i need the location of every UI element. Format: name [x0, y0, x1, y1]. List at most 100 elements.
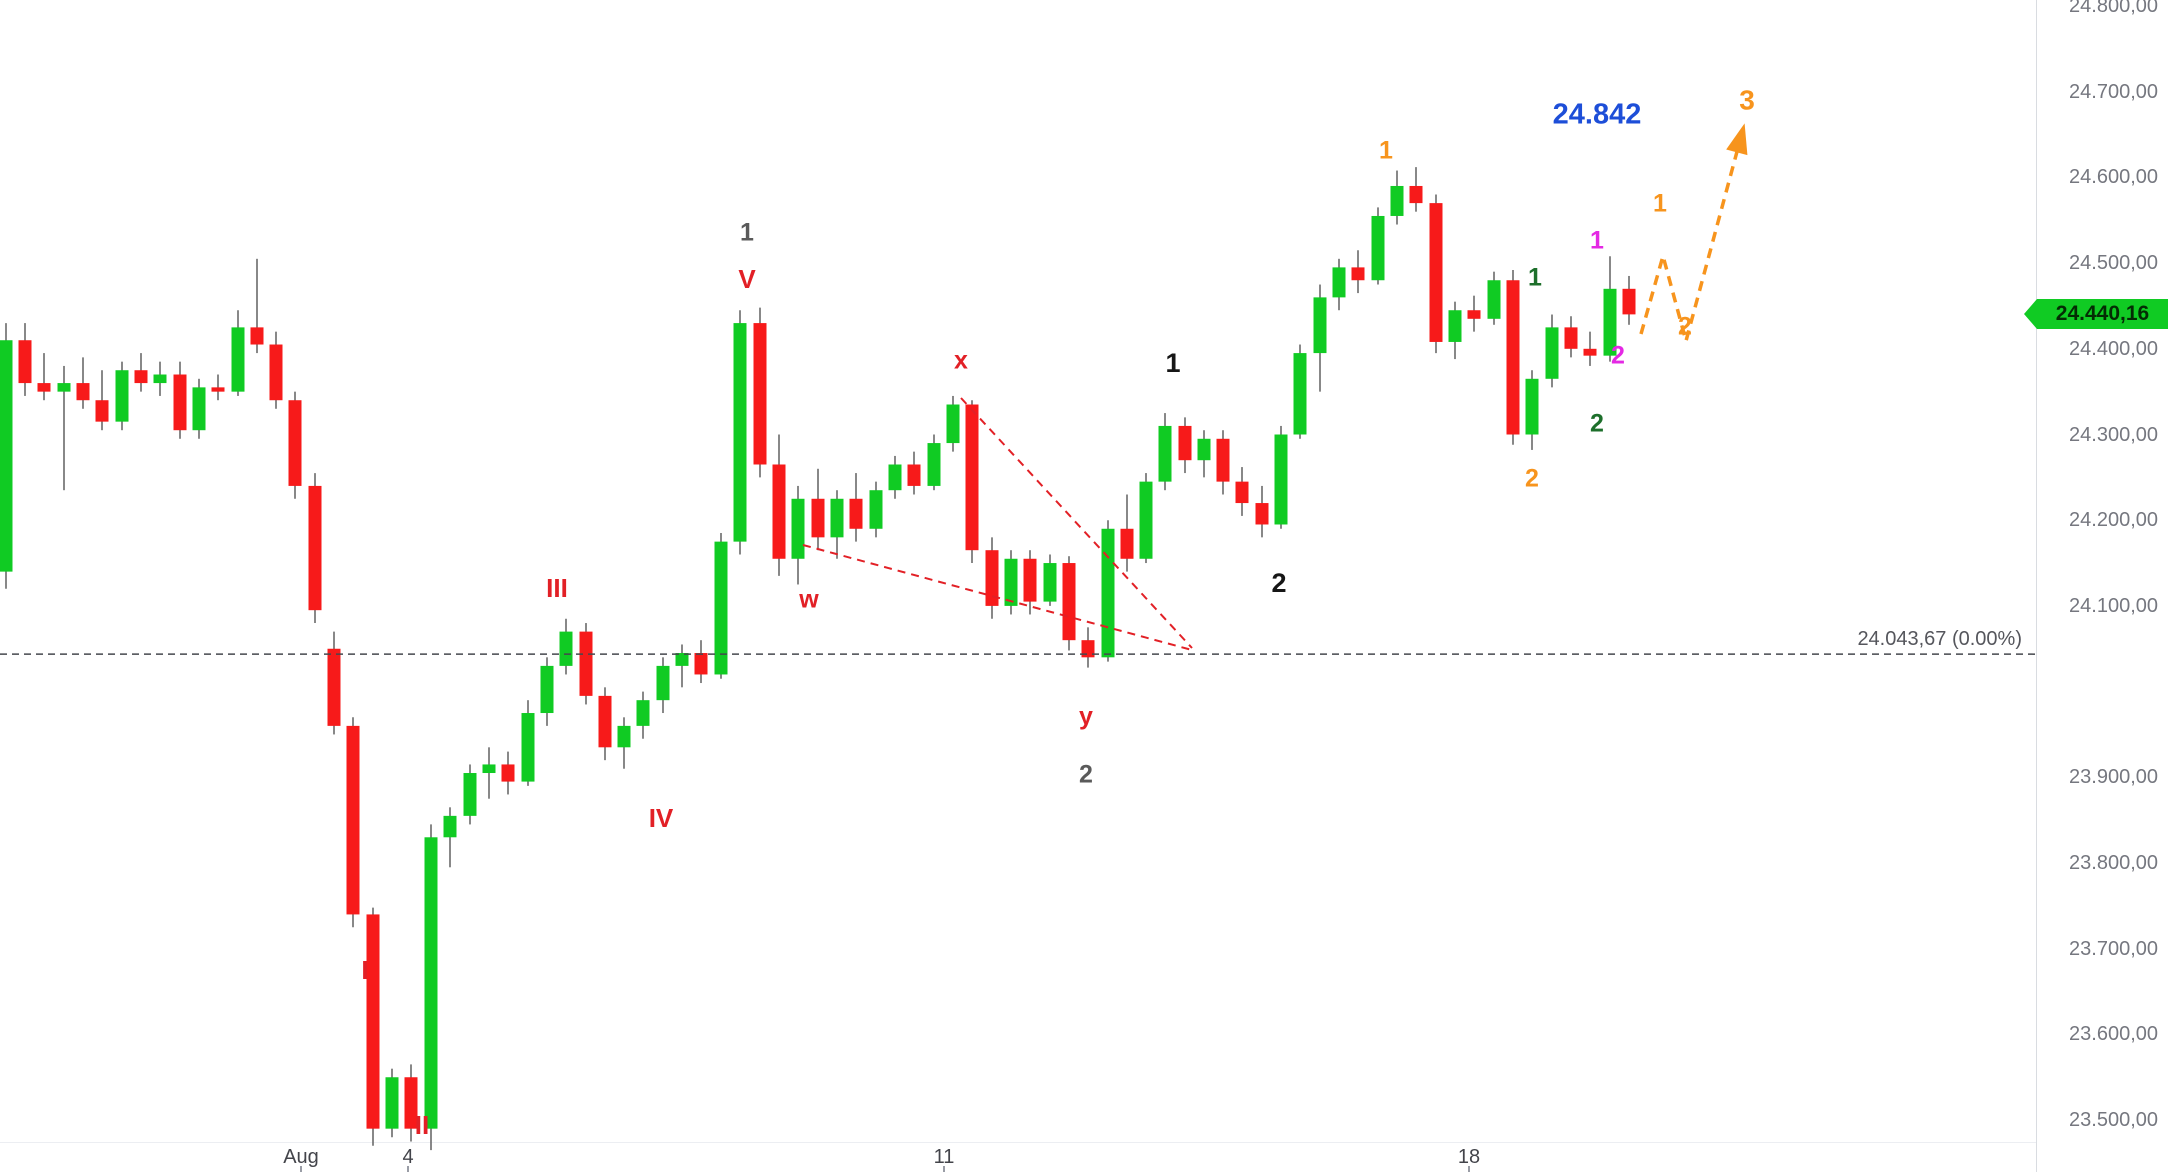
candle-down — [579, 631, 593, 696]
candle-down — [1583, 348, 1597, 356]
candle-up — [521, 713, 535, 782]
candle-down — [501, 764, 515, 782]
candle-down — [1062, 563, 1076, 641]
candle-up — [946, 404, 960, 444]
candle-up — [540, 665, 554, 714]
candle-up — [1332, 267, 1346, 298]
candle-down — [1178, 425, 1192, 461]
candle-up — [714, 541, 728, 675]
candle-down — [985, 550, 999, 606]
annotation-y: y — [1079, 703, 1093, 731]
candle-down — [694, 653, 708, 675]
candle-up — [636, 700, 650, 726]
candle-up — [482, 764, 496, 774]
candle-up — [1139, 481, 1153, 559]
price-axis-label: 24.100,00 — [2069, 594, 2158, 617]
annotation-1: 1 — [1165, 348, 1180, 378]
candle-down — [1506, 280, 1520, 435]
candle-up — [231, 327, 245, 392]
candle-down — [1622, 288, 1636, 315]
price-axis-label: 23.600,00 — [2069, 1023, 2158, 1046]
candle-up — [1197, 438, 1211, 461]
candle-up — [1390, 185, 1404, 216]
candle-up — [927, 443, 941, 486]
candle-down — [1429, 203, 1443, 342]
candle-down — [346, 725, 360, 915]
candle-up — [115, 370, 129, 422]
candle-up — [830, 498, 844, 538]
annotation-v: V — [738, 264, 756, 294]
candle-up — [559, 631, 573, 666]
annotation-1: 1 — [740, 219, 754, 247]
price-axis-label: 24.600,00 — [2069, 166, 2158, 189]
annotation-1: 1 — [1379, 137, 1393, 165]
candle-down — [404, 1077, 418, 1129]
candle-up — [617, 725, 631, 748]
candle-up — [57, 383, 71, 392]
candle-up — [1293, 353, 1307, 435]
candle-down — [965, 404, 979, 551]
candle-up — [1525, 378, 1539, 435]
candle-up — [675, 653, 689, 666]
annotation-24842: 24.842 — [1553, 99, 1642, 131]
candle-down — [76, 383, 90, 401]
price-axis-label: 24.800,00 — [2069, 0, 2158, 17]
candlestick-chart-canvas[interactable]: 24.043,67 (0.00%)IIIIIIIVV1wxy2121212121… — [0, 0, 2036, 1172]
candle-down — [134, 370, 148, 384]
price-axis[interactable]: 24.800,00 24.700,00 24.600,00 24.500,00 24.4… — [2036, 0, 2168, 1172]
current-price-value: 24.440,16 — [2055, 302, 2150, 326]
candle-up — [463, 773, 477, 816]
annotation-2: 2 — [1079, 761, 1093, 789]
price-axis-label: 24.300,00 — [2069, 423, 2158, 446]
candle-up — [0, 340, 13, 572]
candle-down — [366, 914, 380, 1129]
price-axis-label: 23.900,00 — [2069, 766, 2158, 789]
candle-up — [1545, 327, 1559, 379]
candle-up — [1158, 425, 1172, 482]
candle-down — [907, 464, 921, 486]
annotation-2: 2 — [1525, 465, 1539, 493]
annotation-2: 2 — [1590, 410, 1604, 438]
annotation-1: 1 — [1653, 190, 1667, 218]
annotation-1: 1 — [1528, 264, 1542, 292]
candle-up — [1101, 528, 1115, 658]
candle-up — [1313, 297, 1327, 354]
candle-down — [37, 383, 51, 392]
candle-up — [1274, 434, 1288, 525]
candle-up — [1487, 280, 1501, 319]
projection-arrowhead-icon — [1726, 123, 1748, 156]
candle-down — [1255, 503, 1269, 525]
annotation-i: I — [361, 955, 368, 985]
candle-down — [95, 400, 109, 422]
candle-down — [1351, 267, 1365, 281]
candle-down — [1235, 481, 1249, 504]
candle-down — [753, 323, 767, 465]
annotation-2: 2 — [1611, 342, 1625, 370]
candle-down — [288, 400, 302, 486]
candle-down — [1467, 310, 1481, 319]
candle-down — [849, 498, 863, 529]
candle-up — [791, 498, 805, 559]
price-axis-label: 23.800,00 — [2069, 852, 2158, 874]
trendline-dashed[interactable] — [802, 544, 1193, 651]
candle-down — [1023, 558, 1037, 602]
candle-down — [811, 498, 825, 538]
price-axis-label: 23.700,00 — [2069, 937, 2158, 960]
price-badge-arrow-icon — [2024, 299, 2037, 330]
projection-path[interactable] — [1639, 132, 1744, 348]
candle-down — [18, 340, 32, 384]
candle-down — [772, 464, 786, 559]
price-axis-label: 24.700,00 — [2069, 80, 2158, 103]
candle-up — [1603, 288, 1617, 356]
candle-down — [1120, 528, 1134, 559]
trendline-dashed[interactable] — [960, 397, 1193, 649]
candle-down — [1564, 327, 1578, 349]
annotation-3: 3 — [1739, 84, 1755, 115]
candle-up — [153, 374, 167, 384]
candle-down — [1409, 185, 1423, 204]
candle-down — [269, 344, 283, 401]
candle-up — [192, 387, 206, 431]
candle-up — [1448, 310, 1462, 342]
candle-down — [308, 485, 322, 611]
